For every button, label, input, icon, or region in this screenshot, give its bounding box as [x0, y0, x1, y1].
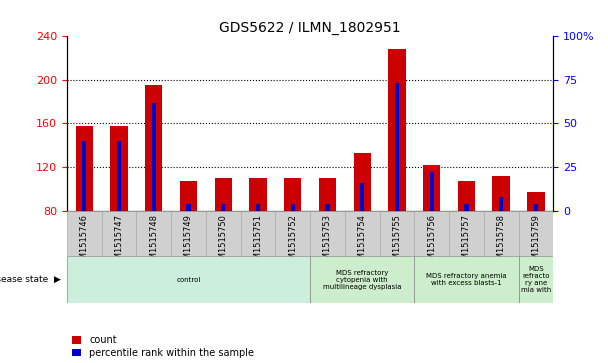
Bar [275, 211, 310, 256]
Text: GSM1515754: GSM1515754 [358, 214, 367, 270]
Bar [353, 153, 371, 211]
Bar [67, 256, 310, 303]
Bar [519, 256, 553, 303]
Bar [256, 204, 260, 211]
Bar [249, 178, 267, 211]
Bar [484, 211, 519, 256]
Bar [82, 141, 86, 211]
Bar [206, 211, 241, 256]
Bar [325, 204, 330, 211]
Bar [171, 211, 206, 256]
Bar [395, 83, 399, 211]
Title: GDS5622 / ILMN_1802951: GDS5622 / ILMN_1802951 [219, 21, 401, 35]
Bar [519, 211, 553, 256]
Text: GSM1515751: GSM1515751 [254, 214, 263, 270]
Bar [310, 256, 414, 303]
Bar [389, 49, 406, 211]
Bar [465, 204, 469, 211]
Text: GSM1515747: GSM1515747 [114, 214, 123, 270]
Text: GSM1515750: GSM1515750 [219, 214, 228, 270]
Text: GSM1515753: GSM1515753 [323, 214, 332, 270]
Text: GSM1515758: GSM1515758 [497, 214, 506, 270]
Text: GSM1515756: GSM1515756 [427, 214, 436, 270]
Bar [151, 102, 156, 211]
Bar [534, 204, 538, 211]
Bar [423, 165, 440, 211]
Text: GSM1515759: GSM1515759 [531, 214, 541, 270]
Bar [360, 183, 364, 211]
Bar [527, 192, 545, 211]
Bar [414, 211, 449, 256]
Text: GSM1515755: GSM1515755 [392, 214, 401, 270]
Bar [449, 211, 484, 256]
Text: MDS
refracto
ry ane
mia with: MDS refracto ry ane mia with [521, 266, 551, 293]
Bar [215, 178, 232, 211]
Text: MDS refractory
cytopenia with
multilineage dysplasia: MDS refractory cytopenia with multilinea… [323, 269, 401, 290]
Bar [117, 141, 121, 211]
Text: control: control [176, 277, 201, 282]
Bar [379, 211, 414, 256]
Text: GSM1515746: GSM1515746 [80, 214, 89, 270]
Bar [145, 85, 162, 211]
Text: GSM1515748: GSM1515748 [149, 214, 158, 270]
Legend: count, percentile rank within the sample: count, percentile rank within the sample [72, 335, 254, 358]
Bar [310, 211, 345, 256]
Bar [430, 172, 434, 211]
Bar [67, 211, 102, 256]
Bar [180, 181, 197, 211]
Bar [284, 178, 302, 211]
Bar [319, 178, 336, 211]
Bar [221, 204, 226, 211]
Bar [499, 197, 503, 211]
Bar [241, 211, 275, 256]
Bar [187, 204, 190, 211]
Bar [345, 211, 379, 256]
Bar [75, 126, 93, 211]
Bar [102, 211, 136, 256]
Text: disease state  ▶: disease state ▶ [0, 275, 61, 284]
Text: GSM1515749: GSM1515749 [184, 214, 193, 270]
Bar [458, 181, 475, 211]
Bar [291, 204, 295, 211]
Bar [414, 256, 519, 303]
Text: GSM1515757: GSM1515757 [462, 214, 471, 270]
Text: GSM1515752: GSM1515752 [288, 214, 297, 270]
Bar [492, 176, 510, 211]
Bar [136, 211, 171, 256]
Text: MDS refractory anemia
with excess blasts-1: MDS refractory anemia with excess blasts… [426, 273, 506, 286]
Bar [110, 126, 128, 211]
